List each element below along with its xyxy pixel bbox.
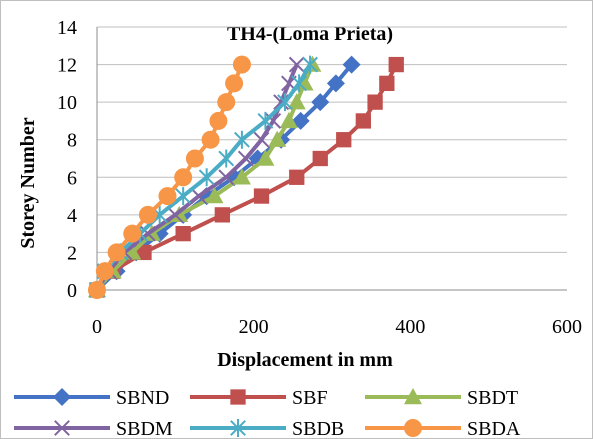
legend-marker-sbnd <box>53 388 71 406</box>
y-tick-label: 8 <box>67 130 77 152</box>
data-point-sbdm <box>237 150 254 167</box>
data-point-sbdb <box>277 93 293 112</box>
data-point-sbda <box>185 149 204 168</box>
legend-label-sbdm: SBDM <box>116 418 173 439</box>
data-point-sbdm <box>253 131 270 148</box>
data-point-sbf <box>214 207 230 223</box>
data-point-sbda <box>209 111 228 130</box>
y-tick-label: 2 <box>67 242 77 264</box>
x-axis-label: Displacement in mm <box>217 349 393 371</box>
data-point-sbda <box>232 55 251 74</box>
legend-marker-sbdb <box>230 419 246 437</box>
legend-label-sbda: SBDA <box>467 418 521 439</box>
data-point-sbf <box>136 244 152 261</box>
data-point-sbf <box>355 113 371 129</box>
legend-label-sbdb: SBDB <box>292 418 344 439</box>
legend-marker-sbda <box>404 419 422 437</box>
data-point-sbda <box>158 187 177 206</box>
x-tick-label: 400 <box>395 316 425 338</box>
y-tick-labels: 0 2 4 6 8 10 12 14 <box>57 17 77 302</box>
legend-marker-sbdm <box>54 420 70 436</box>
data-point-sbda <box>88 281 106 299</box>
data-point-sbnd <box>311 93 330 112</box>
data-point-sbda <box>174 168 193 187</box>
y-tick-label: 4 <box>67 205 77 227</box>
y-tick-label: 6 <box>67 167 77 189</box>
legend-item-sbdm: SBDM <box>14 418 173 439</box>
data-point-sbdm <box>218 169 235 186</box>
data-point-sbdt <box>287 93 306 110</box>
data-point-sbf <box>336 132 352 148</box>
x-tick-label: 600 <box>552 316 582 338</box>
legend-marker-sbf <box>230 389 246 405</box>
data-point-sbf <box>175 225 191 242</box>
data-point-sbda <box>107 243 126 262</box>
data-point-sbdt <box>256 149 275 166</box>
y-tick-label: 0 <box>67 280 77 302</box>
data-point-sbda <box>225 74 244 93</box>
legend-item-sbdt: SBDT <box>365 387 518 409</box>
legend-marker-sbdt <box>404 388 422 405</box>
data-point-sbdb <box>257 111 274 130</box>
data-point-sbf <box>379 75 395 92</box>
y-tick-label: 14 <box>57 17 77 39</box>
data-point-sbnd <box>326 74 345 93</box>
x-tick-label: 200 <box>239 316 269 338</box>
data-point-sbnd <box>342 55 361 74</box>
x-tick-labels: 0 200 400 600 <box>92 316 582 338</box>
y-tick-label: 10 <box>57 92 77 114</box>
data-point-sbda <box>217 93 236 112</box>
data-point-sbf <box>289 169 305 185</box>
data-point-sbdb <box>175 187 192 206</box>
legend-item-sbda: SBDA <box>365 418 521 439</box>
data-point-sbdb <box>218 149 235 168</box>
data-point-sbda <box>201 130 220 149</box>
data-point-sbdt <box>232 168 251 185</box>
data-point-sbda <box>123 224 142 243</box>
data-point-sbdb <box>198 168 215 187</box>
data-point-sbdt <box>279 111 298 129</box>
data-point-sbdb <box>234 130 250 149</box>
legend-item-sbdb: SBDB <box>190 418 344 439</box>
data-point-sbf <box>367 94 383 110</box>
data-point-sbdm <box>190 188 207 204</box>
data-point-sbdt <box>205 187 224 204</box>
legend: SBND SBF SBDT SBDM SBDB SBDA <box>14 387 521 439</box>
axes <box>96 27 567 291</box>
data-point-sbf <box>312 150 328 167</box>
legend-item-sbnd: SBND <box>14 387 169 409</box>
data-point-sbda <box>95 262 114 281</box>
data-point-sbdb <box>302 55 318 74</box>
data-point-sbf <box>388 56 404 73</box>
x-tick-label: 0 <box>92 316 102 338</box>
data-point-sbda <box>138 205 157 224</box>
data-point-sbdb <box>291 74 308 93</box>
chart-title: TH4-(Loma Prieta) <box>227 23 393 45</box>
data-point-sbdm <box>288 56 305 73</box>
data-point-sbdm <box>167 206 184 223</box>
legend-item-sbf: SBF <box>190 387 328 409</box>
series-group <box>88 55 404 299</box>
data-point-sbdt <box>268 130 287 147</box>
legend-label-sbnd: SBND <box>116 387 169 409</box>
series-sbda <box>88 55 251 299</box>
legend-label-sbdt: SBDT <box>467 387 518 409</box>
y-axis-label: Storey Number <box>17 117 39 248</box>
y-tick-label: 12 <box>57 55 77 77</box>
data-point-sbf <box>253 188 270 204</box>
legend-label-sbf: SBF <box>292 387 328 409</box>
